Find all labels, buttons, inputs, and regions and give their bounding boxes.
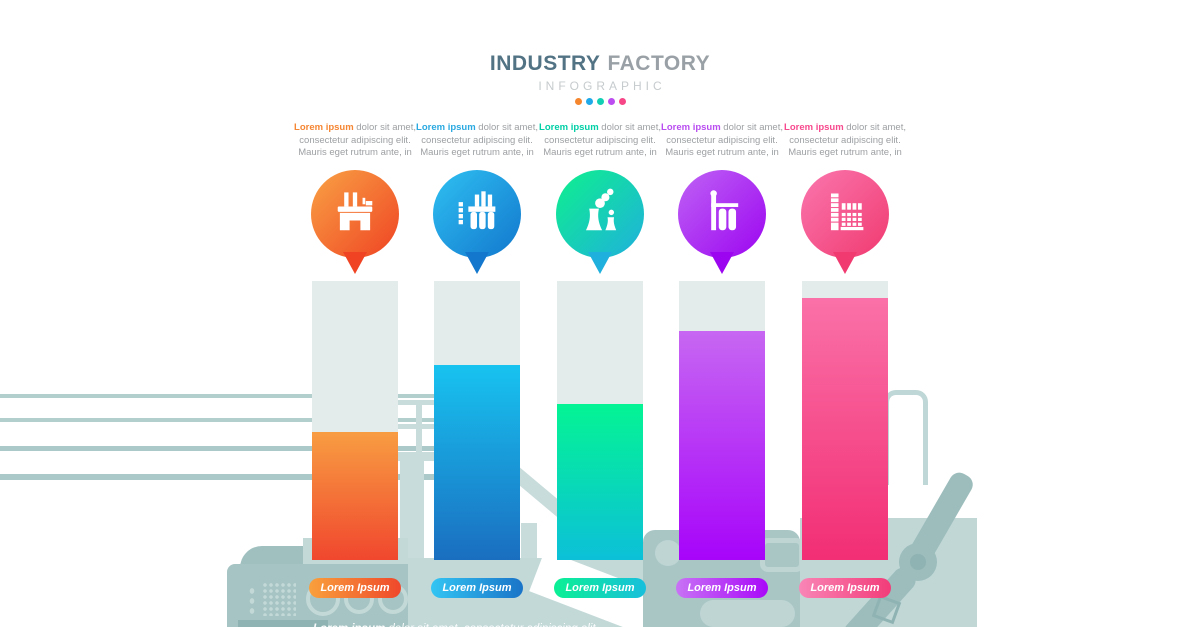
page-title: INDUSTRY FACTORY — [0, 52, 1200, 76]
railing-silhouette — [378, 400, 440, 405]
title-industry: INDUSTRY — [489, 52, 601, 75]
pipe-silhouette — [0, 474, 438, 480]
description-highlight: Lorem ipsum — [294, 122, 354, 133]
palette-dot — [585, 98, 593, 105]
description-text: dolor sit amet, consectetur adipiscing e… — [665, 122, 783, 158]
column-description: Lorem ipsum dolor sit amet, consectetur … — [287, 122, 423, 160]
pin-tail — [588, 252, 612, 274]
machine-circle-detail — [655, 540, 681, 566]
bar-track — [434, 281, 520, 560]
description-text: dolor sit amet, consectetur adipiscing e… — [298, 122, 416, 158]
location-pin — [647, 170, 797, 282]
description-highlight: Lorem ipsum — [539, 122, 599, 133]
pill-label: Lorem Ipsum — [442, 582, 512, 594]
robot-arm-hub — [910, 554, 926, 570]
footer-caption: Lorem ipsum dolor sit amet, consectetur … — [313, 623, 599, 627]
pin-circle — [311, 170, 399, 258]
machine-base-detail — [238, 620, 328, 627]
pin-circle — [556, 170, 644, 258]
pipe-silhouette — [0, 446, 438, 451]
location-pin — [770, 170, 920, 282]
bar-label-pill: Lorem Ipsum — [431, 578, 523, 598]
bar-fill — [434, 364, 520, 560]
pill-label: Lorem Ipsum — [810, 582, 880, 594]
pipe-silhouette — [0, 394, 438, 398]
pin-circle — [678, 170, 766, 258]
railing-post-silhouette — [416, 400, 422, 458]
description-text: dolor sit amet, consectetur adipiscing e… — [788, 122, 906, 158]
palette-dot — [574, 98, 582, 105]
bar-label-pill: Lorem Ipsum — [309, 578, 401, 598]
bar-track — [312, 281, 398, 560]
bar-track — [557, 281, 643, 560]
column-3: Lorem ipsum dolor sit amet, consectetur … — [525, 122, 675, 602]
description-highlight: Lorem ipsum — [416, 122, 476, 133]
bar-track — [802, 281, 888, 560]
caption-highlight: Lorem ipsum — [313, 623, 385, 627]
pin-circle — [433, 170, 521, 258]
bar-fill — [679, 331, 765, 560]
warehouse-icon — [830, 193, 864, 231]
bar-fill — [312, 431, 398, 560]
title-factory: FACTORY — [607, 52, 711, 75]
pill-label: Lorem Ipsum — [320, 582, 390, 594]
pin-tail — [465, 252, 489, 274]
bar-fill — [557, 403, 643, 560]
stairs-post-silhouette — [521, 523, 537, 560]
refinery-icon — [710, 190, 739, 231]
description-text: dolor sit amet, consectetur adipiscing e… — [543, 122, 661, 158]
description-highlight: Lorem ipsum — [784, 122, 844, 133]
column-description: Lorem ipsum dolor sit amet, consectetur … — [409, 122, 545, 160]
factory-icon — [337, 192, 373, 231]
pipe-silhouette — [0, 418, 438, 422]
location-pin — [402, 170, 552, 282]
description-text: dolor sit amet, consectetur adipiscing e… — [420, 122, 538, 158]
cooling-towers-icon — [585, 188, 617, 231]
location-pin — [280, 170, 430, 282]
panel-dots-detail — [248, 586, 256, 616]
column-4: Lorem ipsum dolor sit amet, consectetur … — [647, 122, 797, 602]
railing-silhouette — [378, 424, 440, 429]
column-1: Lorem ipsum dolor sit amet, consectetur … — [280, 122, 430, 602]
header: INDUSTRY FACTORY INFOGRAPHIC — [0, 52, 1200, 105]
panel-grid-detail — [262, 582, 296, 616]
bar-label-pill: Lorem Ipsum — [554, 578, 646, 598]
bar-label-pill: Lorem Ipsum — [676, 578, 768, 598]
column-2: Lorem ipsum dolor sit amet, consectetur … — [402, 122, 552, 602]
palette-dot — [596, 98, 604, 105]
caption-text: dolor sit amet, consectetur adipiscing e… — [385, 623, 598, 627]
palette-dot — [618, 98, 626, 105]
column-description: Lorem ipsum dolor sit amet, consectetur … — [532, 122, 668, 160]
description-highlight: Lorem ipsum — [661, 122, 721, 133]
palette-dots — [0, 98, 1200, 105]
pin-tail — [710, 252, 734, 274]
chemical-plant-icon — [458, 191, 496, 230]
machine-blob-detail — [700, 600, 795, 627]
column-5: Lorem ipsum dolor sit amet, consectetur … — [770, 122, 920, 602]
bar-label-pill: Lorem Ipsum — [799, 578, 891, 598]
pin-circle — [801, 170, 889, 258]
pin-tail — [343, 252, 367, 274]
column-description: Lorem ipsum dolor sit amet, consectetur … — [777, 122, 913, 160]
pill-label: Lorem Ipsum — [687, 582, 757, 594]
bar-fill — [802, 297, 888, 560]
pill-label: Lorem Ipsum — [565, 582, 635, 594]
bar-track — [679, 281, 765, 560]
pin-tail — [833, 252, 857, 274]
location-pin — [525, 170, 675, 282]
column-description: Lorem ipsum dolor sit amet, consectetur … — [654, 122, 790, 160]
page-subtitle: INFOGRAPHIC — [538, 79, 666, 93]
palette-dot — [607, 98, 615, 105]
